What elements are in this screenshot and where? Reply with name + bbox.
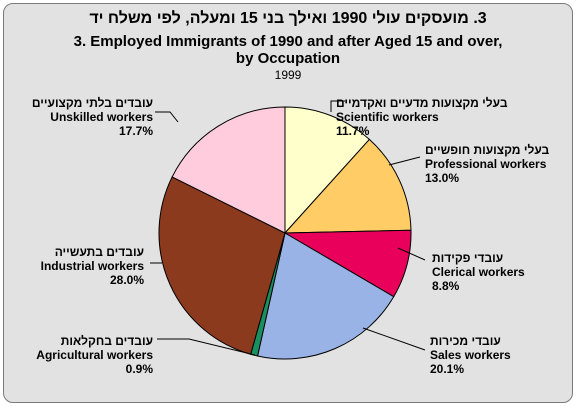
label-scientific-en: Scientific workers [336,110,439,124]
label-sales-en: Sales workers [430,348,511,362]
leader-line-professional [388,156,421,166]
leader-line-unskilled [155,111,179,123]
label-unskilled-en: Unskilled workers [50,110,153,124]
label-professional: בעלי מקצועות חופשיים Professional worker… [425,143,549,185]
label-agricultural-he: עובדים בחקלאות [60,334,153,348]
pie-slice-unskilled-workers [171,106,286,234]
label-unskilled-value: 17.7% [118,124,153,138]
label-industrial: עובדים בתעשייה Industrial workers 28.0% [41,245,144,287]
label-industrial-he: עובדים בתעשייה [54,245,144,259]
label-scientific: בעלי מקצועות מדעיים ואקדמיים Scientific … [336,96,508,138]
pie-slice-sales-workers [256,232,395,360]
label-clerical-he: עובדי פקידות [432,251,504,265]
label-agricultural: עובדים בחקלאות Agricultural workers 0.9% [36,334,153,376]
leader-line-scientific [330,100,345,112]
pie-slice-industrial-workers [158,176,286,355]
label-agricultural-value: 0.9% [125,362,153,376]
label-professional-he: בעלי מקצועות חופשיים [425,143,550,157]
label-professional-value: 13.0% [425,171,460,185]
leader-line-sales [362,327,426,351]
pie-slice-professional-workers [283,138,412,234]
chart-title-english-line1: 3. Employed Immigrants of 1990 and after… [73,33,503,50]
label-sales-he: עובדי מכירות [430,334,501,348]
label-clerical: עובדי פקידות Clerical workers 8.8% [432,251,525,293]
label-industrial-value: 28.0% [109,273,144,287]
chart-year: 1999 [274,68,302,82]
label-agricultural-en: Agricultural workers [36,348,153,362]
label-unskilled: עובדים בלתי מקצועיים Unskilled workers 1… [32,96,153,138]
chart-title-english-line2: by Occupation [235,50,341,67]
label-clerical-value: 8.8% [432,279,460,293]
chart-title-hebrew: 3. מועסקים עולי 1990 ואילך בני 15 ומעלה,… [89,10,487,27]
label-clerical-en: Clerical workers [432,265,525,279]
label-professional-en: Professional workers [425,157,547,171]
label-scientific-he: בעלי מקצועות מדעיים ואקדמיים [336,96,508,110]
label-scientific-value: 11.7% [336,124,370,138]
label-industrial-en: Industrial workers [40,259,144,273]
leader-line-agricultural [157,338,256,356]
label-unskilled-he: עובדים בלתי מקצועיים [31,96,153,110]
label-sales-value: 20.1% [430,362,465,376]
leader-line-clerical [397,247,426,261]
pie-slice-scientific-workers [284,106,371,235]
label-sales: עובדי מכירות Sales workers 20.1% [430,334,511,376]
